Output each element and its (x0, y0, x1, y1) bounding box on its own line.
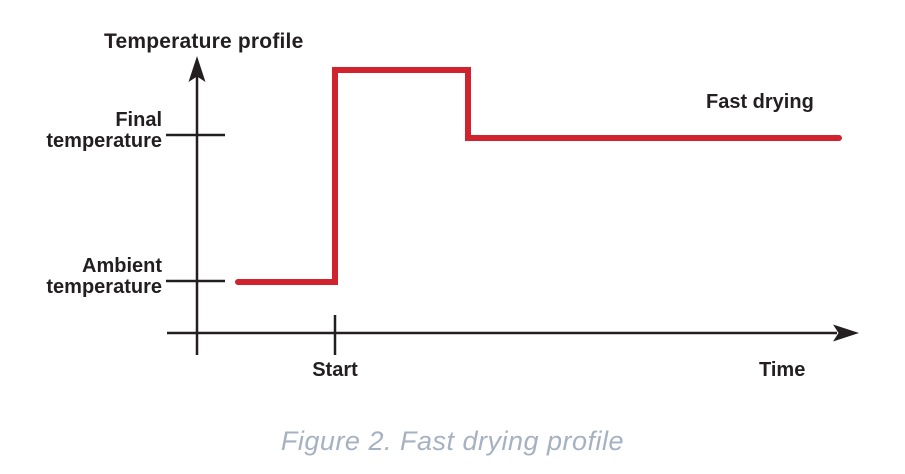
ambient-label-line1: Ambient (82, 255, 162, 277)
x-axis-arrowhead-icon (833, 324, 859, 342)
fast-drying-profile-line (235, 67, 842, 285)
chart-title: Temperature profile (104, 30, 304, 53)
final-label-line2: temperature (46, 130, 162, 152)
series-label-fast-drying: Fast drying (706, 91, 814, 113)
y-axis-arrowhead-icon (188, 56, 206, 82)
x-tick-label-start: Start (312, 359, 358, 381)
final-label-line1: Final (115, 109, 162, 131)
ambient-label-line2: temperature (46, 276, 162, 298)
y-tick-label-ambient-temperature: Ambient temperature (14, 256, 162, 298)
figure-caption: Figure 2. Fast drying profile (280, 426, 625, 456)
x-axis-label-time: Time (759, 359, 806, 381)
y-tick-label-final-temperature: Final temperature (14, 110, 162, 152)
